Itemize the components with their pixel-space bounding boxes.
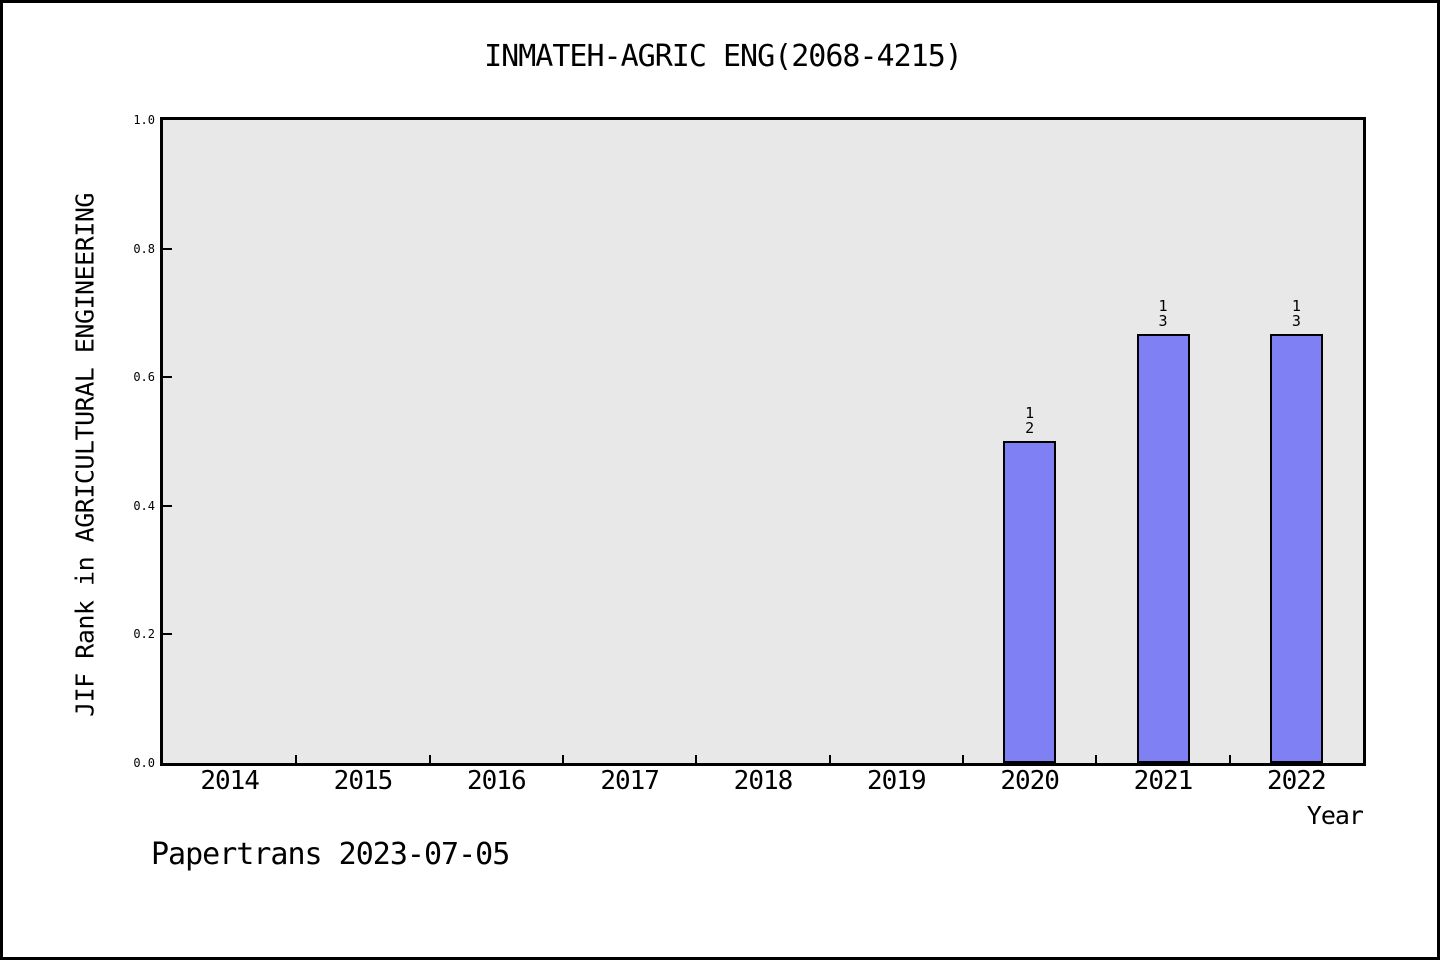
x-tick bbox=[1228, 755, 1231, 763]
x-tick-label: 2015 bbox=[333, 766, 394, 796]
x-tick bbox=[428, 755, 431, 763]
y-tick bbox=[163, 247, 172, 250]
y-tick-label: 0.2 bbox=[133, 627, 155, 642]
bar-label: 1 3 bbox=[1291, 297, 1301, 330]
x-tick bbox=[828, 755, 831, 763]
bar-2021 bbox=[1136, 334, 1190, 763]
y-axis-label: JIF Rank in AGRICULTURAL ENGINEERING bbox=[70, 193, 100, 717]
x-tick bbox=[562, 755, 564, 763]
x-tick-label: 2018 bbox=[733, 766, 794, 796]
x-tick bbox=[962, 755, 964, 763]
x-axis-label: Year bbox=[1306, 801, 1364, 830]
y-tick bbox=[163, 504, 172, 507]
y-tick-label: 0.4 bbox=[133, 498, 155, 513]
x-tick-label: 2017 bbox=[600, 766, 660, 796]
y-tick bbox=[163, 633, 172, 636]
bar-2020 bbox=[1003, 441, 1057, 763]
x-tick-label: 2021 bbox=[1133, 766, 1194, 796]
x-tick bbox=[1095, 755, 1098, 763]
bar-label: 1 2 bbox=[1025, 404, 1035, 437]
y-tick bbox=[163, 376, 172, 379]
y-tick-label: 0.8 bbox=[133, 241, 155, 256]
watermark-text: Papertrans 2023-07-05 bbox=[151, 837, 510, 872]
bar-2022 bbox=[1269, 334, 1323, 763]
x-tick bbox=[695, 755, 698, 763]
bar-label: 1 3 bbox=[1158, 297, 1168, 330]
chart-title: INMATEH-AGRIC ENG(2068-4215) bbox=[484, 39, 963, 74]
y-tick-label: 1.0 bbox=[133, 113, 155, 127]
y-tick-label: 0.0 bbox=[133, 756, 155, 770]
x-tick bbox=[295, 755, 298, 763]
x-tick-label: 2020 bbox=[1000, 766, 1060, 796]
x-tick-label: 2014 bbox=[200, 766, 260, 796]
x-tick-label: 2016 bbox=[467, 766, 527, 796]
plot-area: 1 2 1 3 1 3 bbox=[163, 120, 1363, 763]
y-tick-label: 0.6 bbox=[133, 370, 155, 385]
x-tick-label: 2022 bbox=[1267, 766, 1327, 796]
x-tick-label: 2019 bbox=[867, 766, 927, 796]
